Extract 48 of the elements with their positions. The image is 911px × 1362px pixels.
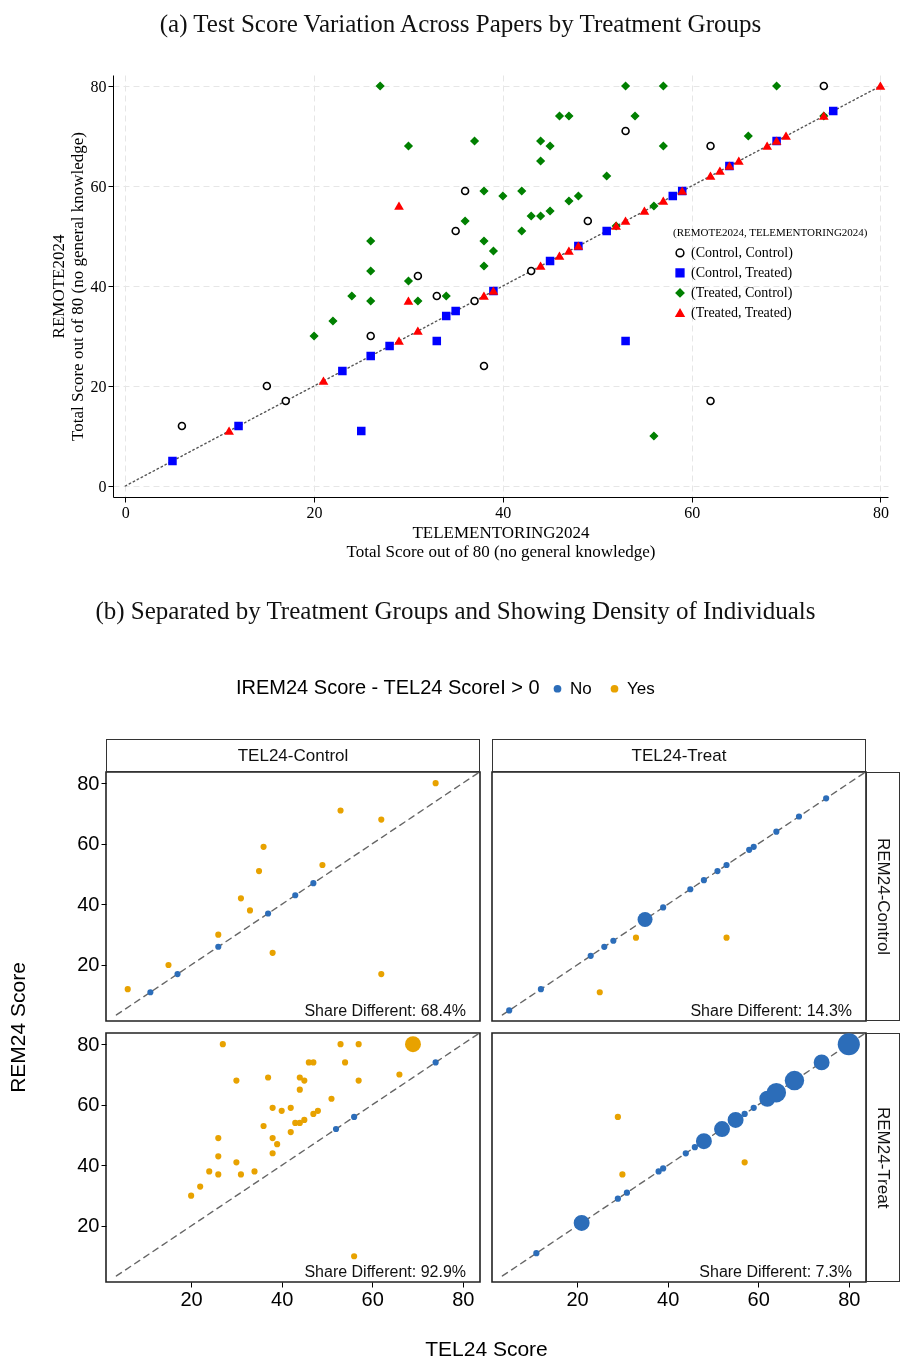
- x-tick-label: 60: [361, 1287, 384, 1310]
- chart-title: (b) Separated by Treatment Groups and Showing Density of Individuals: [94, 597, 817, 625]
- legend-label: (Control, Treated): [691, 264, 793, 281]
- y-tick-label: 20: [77, 953, 100, 976]
- chart-title: (a) Test Score Variation Across Papers by Treatment Groups: [159, 10, 762, 38]
- x-tick-label: 60: [684, 503, 701, 521]
- y-tick-label: 0: [98, 477, 107, 495]
- x-tick-label: 40: [495, 503, 512, 521]
- chart-subtitle: TEL24-Treat: [492, 739, 866, 772]
- legend-label: (Treated, Treated): [691, 304, 792, 321]
- y-tick-label: 20: [77, 1214, 100, 1237]
- y2-axis-title: REM24-Control: [866, 772, 900, 1021]
- y-tick-label: 40: [77, 1153, 100, 1176]
- annotation: Share Different: 14.3%: [690, 1002, 852, 1019]
- y-axis-title: REM24 Score: [5, 962, 29, 1093]
- y2-axis-title: REM24-Treat: [866, 1033, 900, 1282]
- x-tick-label: 40: [271, 1287, 294, 1310]
- annotation: Share Different: 68.4%: [304, 1002, 466, 1019]
- x-tick-label: 80: [838, 1287, 861, 1310]
- legend-label: (Treated, Control): [691, 284, 793, 301]
- legend-label: No: [570, 678, 592, 698]
- legend-title: (REMOTE2024, TELEMENTORING2024): [673, 225, 868, 239]
- y-tick-label: 80: [77, 1032, 100, 1055]
- x-tick-label: 60: [747, 1287, 770, 1310]
- x-axis-title: TELEMENTORING2024 Total Score out of 80 (no general knowledge): [346, 522, 656, 561]
- x-tick-label: 20: [566, 1287, 589, 1310]
- legend-label: (Control, Control): [691, 244, 794, 261]
- x-tick-label: 20: [180, 1287, 203, 1310]
- y-axis-title: REMOTE2024 Total Score out of 80 (no general knowledge): [48, 132, 87, 441]
- x-tick-label: 80: [872, 503, 889, 521]
- y-tick-label: 60: [90, 177, 107, 195]
- y-tick-label: 40: [90, 277, 107, 295]
- annotation: Share Different: 7.3%: [699, 1263, 852, 1280]
- chart-subtitle: TEL24-Control: [106, 739, 480, 772]
- legend-label: Yes: [627, 678, 655, 698]
- y-tick-label: 20: [90, 377, 107, 395]
- x-tick-label: 80: [452, 1287, 475, 1310]
- legend-title: IREM24 Score - TEL24 ScoreI > 0: [236, 676, 540, 698]
- y-tick-label: 60: [77, 832, 100, 855]
- y-tick-label: 40: [77, 892, 100, 915]
- annotation: Share Different: 92.9%: [304, 1263, 466, 1280]
- y-tick-label: 80: [90, 77, 107, 95]
- y-tick-label: 60: [77, 1093, 100, 1116]
- x-tick-label: 0: [121, 503, 130, 521]
- x-tick-label: 20: [306, 503, 323, 521]
- x-axis-title: TEL24 Score: [425, 1336, 548, 1360]
- y-tick-label: 80: [77, 771, 100, 794]
- x-tick-label: 40: [657, 1287, 680, 1310]
